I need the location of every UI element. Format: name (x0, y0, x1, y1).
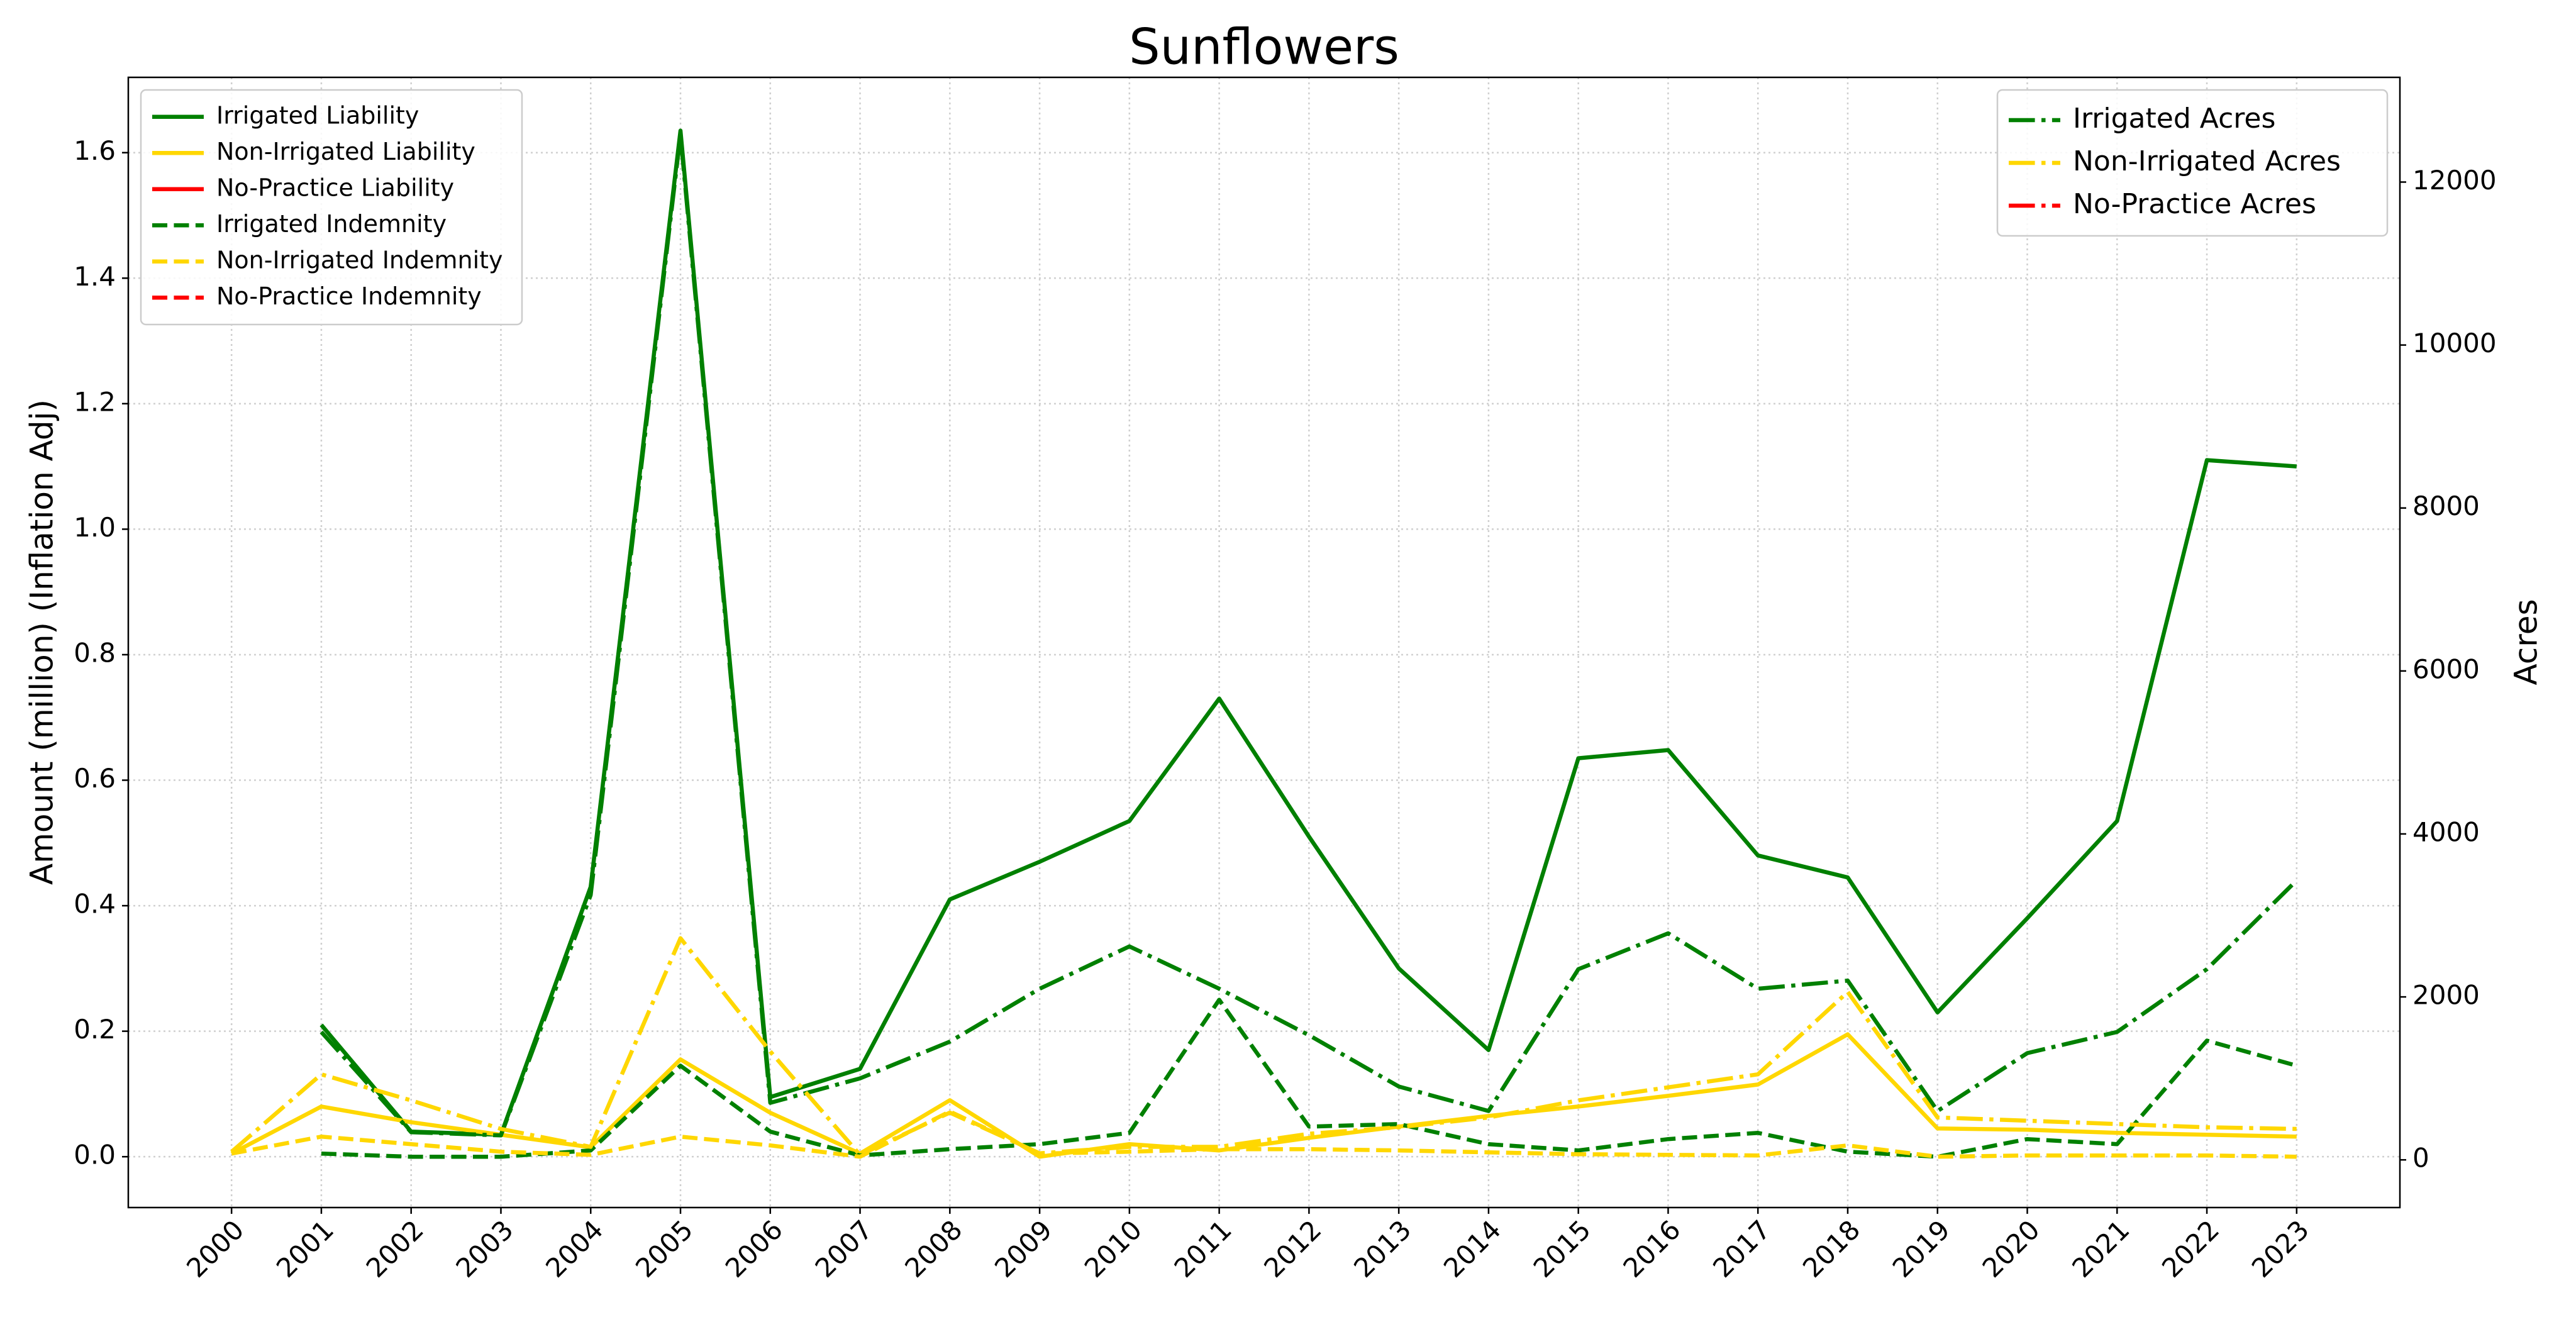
x-tick-label: 2003 (450, 1214, 519, 1284)
x-tick-label: 2016 (1617, 1214, 1686, 1284)
y-tick-label: 1.2 (74, 386, 116, 417)
y2-tick-label: 10000 (2412, 328, 2497, 358)
x-tick-label: 2018 (1797, 1214, 1866, 1284)
series-line (230, 936, 2297, 1157)
legend-label: No-Practice Liability (216, 174, 454, 201)
legend-label: Irrigated Acres (2073, 103, 2275, 135)
y-tick-label: 0.6 (74, 763, 116, 794)
x-tick-label: 2012 (1258, 1214, 1327, 1284)
x-tick-label: 2020 (1976, 1214, 2045, 1284)
legend-label: Irrigated Indemnity (216, 210, 447, 238)
y-tick-label: 1.4 (74, 261, 116, 292)
legend-box (1996, 89, 2389, 237)
x-tick-label: 2022 (2156, 1214, 2225, 1284)
y-axis-label: Amount (million) (Inflation Adj) (24, 399, 60, 885)
y2-tick-label: 12000 (2412, 165, 2497, 196)
x-tick-label: 2015 (1528, 1214, 1597, 1284)
series-line (231, 1109, 2297, 1159)
y2-tick-label: 8000 (2412, 491, 2480, 521)
legend-label: Non-Irrigated Liability (216, 138, 475, 165)
x-tick-label: 2009 (989, 1214, 1058, 1284)
x-tick-label: 2011 (1169, 1214, 1238, 1284)
x-tick-label: 2004 (540, 1214, 609, 1284)
x-tick-label: 2008 (899, 1214, 968, 1284)
y-tick-label: 0.8 (74, 637, 116, 668)
x-tick-label: 2013 (1348, 1214, 1417, 1284)
x-tick-label: 2010 (1079, 1214, 1148, 1284)
legend-label: No-Practice Indemnity (216, 282, 482, 310)
x-tick-label: 2021 (2066, 1214, 2135, 1284)
y-tick-label: 0.4 (74, 889, 116, 919)
x-tick-label: 2007 (809, 1214, 879, 1284)
legend-box (140, 89, 523, 326)
y2-tick-label: 4000 (2412, 816, 2480, 847)
plot-frame (127, 76, 2401, 1209)
x-tick-label: 2019 (1887, 1214, 1956, 1284)
y-tick-label: 0.2 (74, 1014, 116, 1045)
y2-axis-label: Acres (2508, 599, 2545, 685)
x-tick-label: 2001 (270, 1214, 340, 1284)
y-tick-label: 1.6 (74, 135, 116, 166)
x-tick-label: 2006 (719, 1214, 789, 1284)
x-tick-label: 2002 (360, 1214, 430, 1284)
x-tick-label: 2005 (630, 1214, 699, 1284)
legend-label: Non-Irrigated Acres (2073, 145, 2341, 177)
legend-label: No-Practice Acres (2073, 188, 2316, 220)
x-tick-label: 2023 (2246, 1214, 2315, 1284)
y-tick-label: 1.0 (74, 512, 116, 543)
y2-tick-label: 2000 (2412, 980, 2480, 1011)
x-tick-label: 2017 (1707, 1214, 1776, 1284)
legend-label: Non-Irrigated Indemnity (216, 246, 503, 274)
y2-tick-label: 6000 (2412, 653, 2480, 684)
x-tick-label: 2014 (1438, 1214, 1507, 1284)
y-tick-label: 0.0 (74, 1140, 116, 1170)
series-line (321, 997, 2297, 1159)
y2-tick-label: 0 (2412, 1143, 2429, 1174)
legend-label: Irrigated Liability (216, 101, 419, 129)
series-line (319, 133, 2299, 1138)
x-tick-label: 2000 (180, 1214, 250, 1284)
chart-title: Sunflowers (1129, 19, 1399, 75)
